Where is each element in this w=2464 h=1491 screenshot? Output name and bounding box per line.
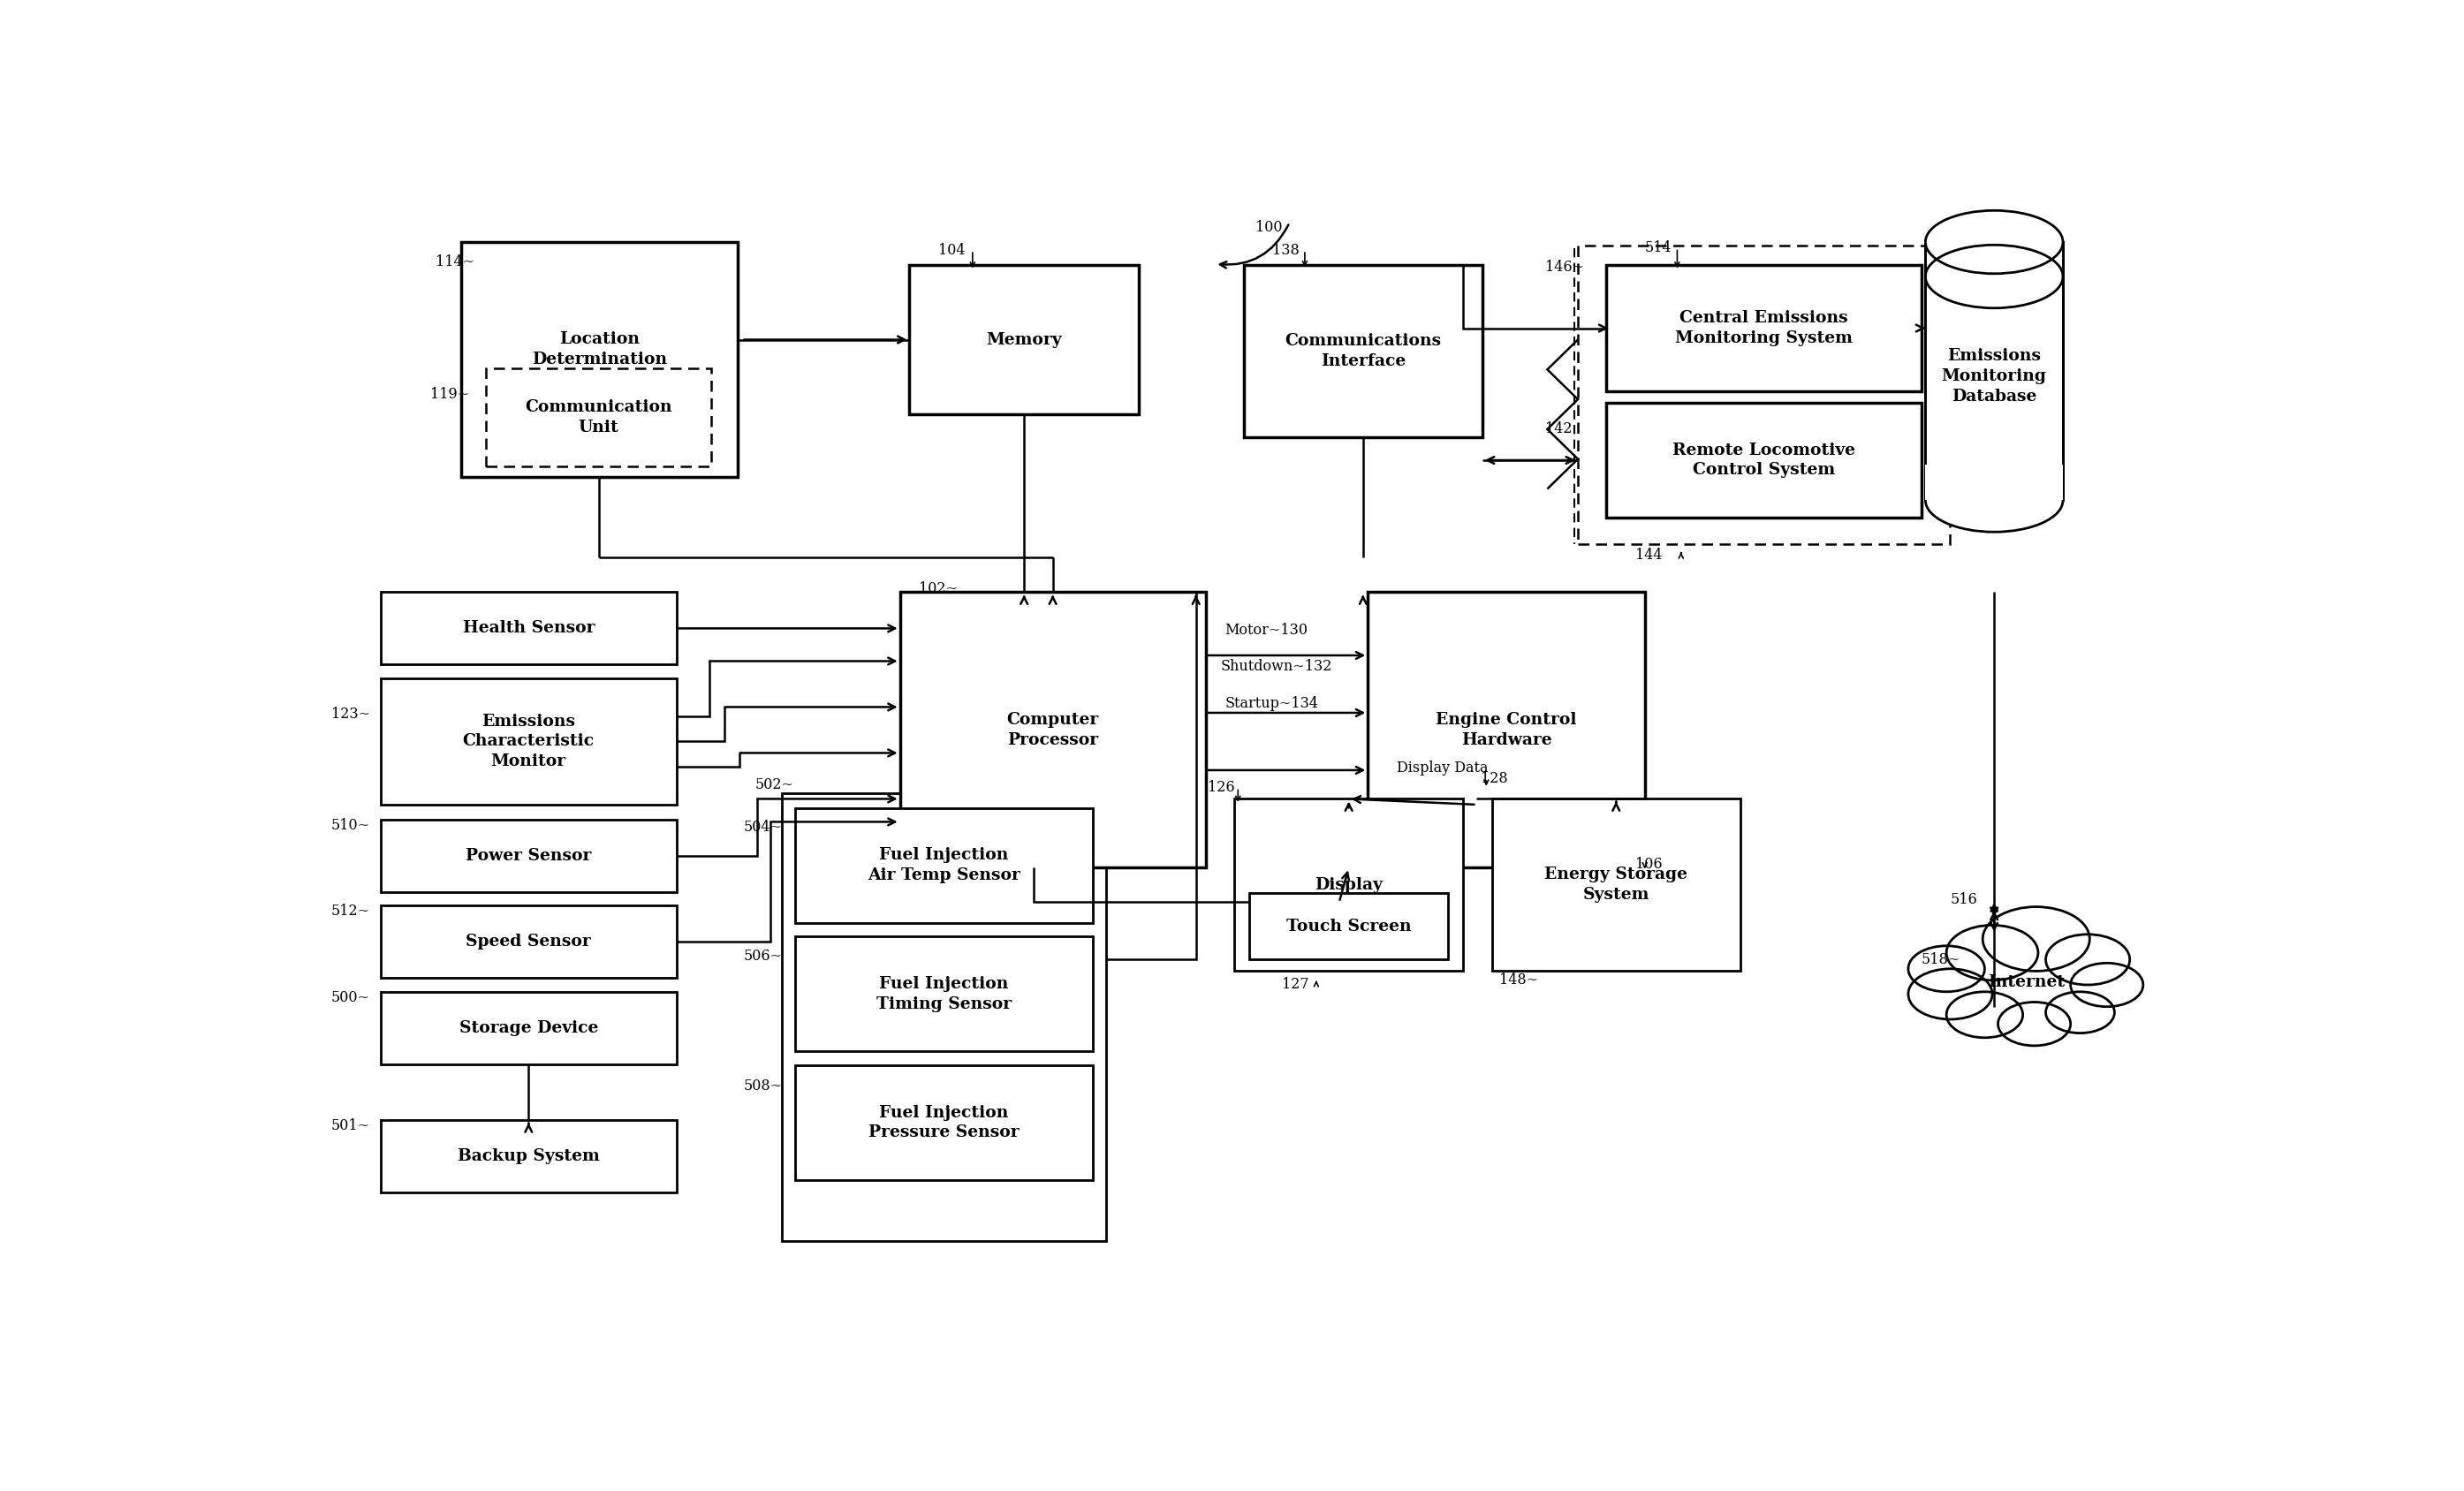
Bar [379, 992, 678, 1065]
Bar [379, 592, 678, 665]
Bar [1924, 465, 2062, 501]
Circle shape [2070, 963, 2144, 1006]
Circle shape [1947, 992, 2023, 1038]
Bar [781, 793, 1106, 1241]
Text: 516: 516 [1949, 893, 1979, 908]
Circle shape [2045, 935, 2129, 986]
Bar [379, 678, 678, 805]
Bar [796, 1065, 1094, 1179]
Text: Startup~134: Startup~134 [1225, 696, 1318, 711]
Text: 502~: 502~ [754, 778, 793, 793]
Text: Remote Locomotive
Control System: Remote Locomotive Control System [1673, 443, 1855, 479]
Text: Display: Display [1316, 877, 1382, 893]
Bar [1924, 242, 2062, 501]
Text: Storage Device: Storage Device [458, 1020, 599, 1036]
Bar [1577, 246, 1951, 544]
Text: Communications
Interface: Communications Interface [1284, 332, 1441, 370]
Text: Emissions
Monitoring
Database: Emissions Monitoring Database [1942, 349, 2048, 404]
Bar [909, 265, 1138, 414]
Bar [1368, 592, 1646, 868]
Bar [379, 820, 678, 892]
Bar [1234, 799, 1464, 971]
Bar [899, 592, 1205, 868]
Text: 106: 106 [1636, 857, 1663, 872]
Text: 119~: 119~ [431, 388, 468, 403]
Circle shape [1984, 907, 2089, 971]
Text: 506~: 506~ [744, 948, 784, 963]
Text: 146~: 146~ [1545, 259, 1584, 274]
Bar [485, 368, 712, 465]
Bar [796, 936, 1094, 1051]
Bar [1249, 893, 1449, 960]
Text: 142: 142 [1545, 422, 1572, 437]
Text: Power Sensor: Power Sensor [466, 848, 591, 863]
Text: 504~: 504~ [744, 820, 781, 835]
Text: Internet: Internet [1988, 975, 2065, 990]
Text: 102~: 102~ [919, 581, 958, 596]
Text: 126: 126 [1207, 780, 1234, 795]
Circle shape [1947, 924, 2038, 980]
Bar [379, 1120, 678, 1193]
Bar [461, 242, 737, 477]
Text: 500~: 500~ [330, 990, 370, 1005]
Ellipse shape [1924, 210, 2062, 274]
Text: Fuel Injection
Air Temp Sensor: Fuel Injection Air Temp Sensor [867, 847, 1020, 884]
Text: Health Sensor: Health Sensor [463, 620, 594, 637]
Text: 123~: 123~ [330, 707, 370, 722]
Text: 512~: 512~ [330, 904, 370, 918]
Text: 138: 138 [1271, 243, 1299, 258]
Text: Speed Sensor: Speed Sensor [466, 933, 591, 950]
Bar [1493, 799, 1740, 971]
Text: 127: 127 [1281, 978, 1308, 993]
Text: Engine Control
Hardware: Engine Control Hardware [1437, 711, 1577, 748]
Text: Emissions
Characteristic
Monitor: Emissions Characteristic Monitor [463, 713, 594, 769]
Text: Shutdown~132: Shutdown~132 [1220, 659, 1333, 674]
Circle shape [1907, 969, 1993, 1020]
Text: 514: 514 [1646, 240, 1671, 255]
Bar [379, 905, 678, 978]
Text: Communication
Unit: Communication Unit [525, 400, 673, 435]
Text: 100: 100 [1254, 219, 1281, 234]
Text: 510~: 510~ [330, 817, 370, 833]
Bar [1607, 403, 1922, 517]
Text: Backup System: Backup System [458, 1148, 599, 1164]
Text: Fuel Injection
Timing Sensor: Fuel Injection Timing Sensor [877, 977, 1013, 1012]
Text: Memory: Memory [986, 331, 1062, 347]
Bar [1607, 265, 1922, 391]
Text: 104: 104 [939, 243, 966, 258]
Text: 128: 128 [1481, 771, 1508, 786]
Text: Fuel Injection
Pressure Sensor: Fuel Injection Pressure Sensor [867, 1105, 1020, 1141]
Text: 144: 144 [1636, 549, 1663, 564]
Text: Motor~130: Motor~130 [1225, 623, 1308, 638]
Text: 518~: 518~ [1922, 953, 1961, 968]
Text: Location
Determination
Device: Location Determination Device [532, 331, 668, 388]
Circle shape [1907, 945, 1984, 992]
Ellipse shape [1924, 468, 2062, 532]
Circle shape [2045, 992, 2114, 1033]
Text: 508~: 508~ [744, 1078, 784, 1093]
Bar [1244, 265, 1483, 437]
Text: Energy Storage
System: Energy Storage System [1545, 866, 1688, 904]
Text: Central Emissions
Monitoring System: Central Emissions Monitoring System [1676, 310, 1853, 346]
Text: 501~: 501~ [330, 1118, 370, 1133]
Text: Touch Screen: Touch Screen [1286, 918, 1412, 935]
Bar [796, 808, 1094, 923]
Text: Display Data: Display Data [1397, 760, 1488, 775]
Text: 148~: 148~ [1501, 972, 1538, 987]
Circle shape [1998, 1002, 2070, 1045]
Text: 114~: 114~ [436, 253, 476, 268]
Text: Computer
Processor: Computer Processor [1008, 711, 1099, 748]
